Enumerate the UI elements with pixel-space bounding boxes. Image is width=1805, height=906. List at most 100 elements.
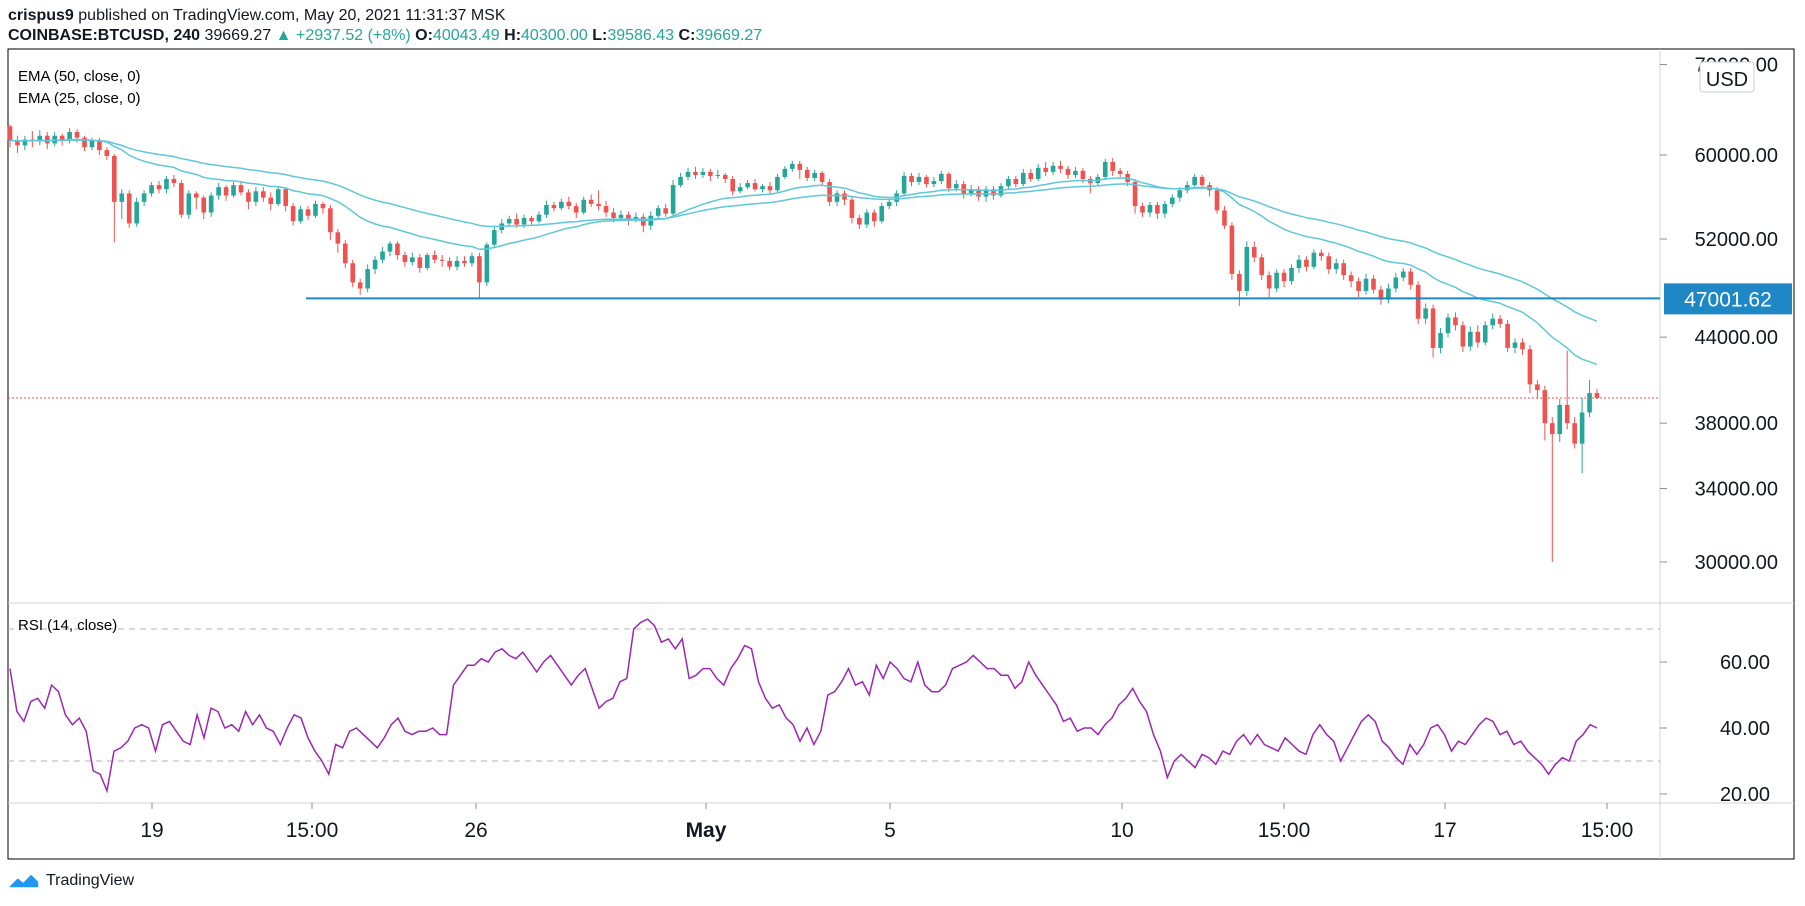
candle-down — [1453, 317, 1458, 326]
candle-up — [1184, 185, 1190, 191]
candle-up — [410, 257, 415, 263]
candle-down — [1080, 170, 1086, 179]
candle-up — [22, 139, 28, 146]
candle-down — [797, 163, 803, 170]
candle-down — [1214, 190, 1220, 211]
candle-down — [350, 263, 356, 283]
candle-down — [328, 208, 333, 233]
candle-down — [201, 197, 207, 213]
symbol-info: COINBASE:BTCUSD, 240 39669.27 ▲ +2937.52… — [8, 26, 762, 46]
candle-down — [1535, 384, 1540, 391]
candle-down — [1199, 176, 1205, 186]
candle-down — [74, 131, 80, 138]
candle-down — [1237, 273, 1242, 291]
candle-down — [693, 171, 698, 175]
candle-down — [1415, 284, 1421, 319]
chart-frame — [7, 48, 1795, 860]
tradingview-logo-icon[interactable] — [8, 872, 40, 890]
candle-up — [983, 189, 989, 197]
candles-group — [7, 124, 1600, 562]
candle-down — [596, 203, 601, 207]
candle-up — [298, 209, 303, 222]
candle-up — [685, 171, 691, 177]
candle-down — [804, 169, 810, 178]
candle-down — [1229, 225, 1235, 274]
candle-up — [313, 203, 318, 216]
candle-down — [44, 135, 50, 144]
chart-header: crispus9 published on TradingView.com, M… — [8, 6, 762, 46]
candle-down — [1527, 349, 1533, 385]
candle-up — [812, 172, 817, 178]
brand-name[interactable]: TradingView — [46, 872, 135, 889]
candle-down — [156, 185, 162, 190]
open-value: 40043.49 — [432, 27, 500, 44]
candle-up — [678, 176, 683, 186]
candle-up — [134, 201, 139, 224]
candle-up — [700, 171, 706, 175]
candle-down — [223, 187, 229, 196]
candle-up — [775, 176, 780, 191]
rsi-axis[interactable]: 60.00 40.00 20.00 — [1660, 652, 1770, 806]
candle-down — [1140, 206, 1145, 213]
candle-up — [387, 243, 393, 252]
candle-up — [141, 193, 147, 202]
candle-up — [618, 214, 624, 218]
time-tick-label: 10 — [1110, 819, 1133, 842]
candle-down — [342, 243, 348, 264]
candle-down — [97, 140, 102, 151]
candle-up — [1274, 272, 1279, 289]
candle-down — [1497, 318, 1503, 324]
close-label: C: — [678, 27, 696, 44]
candle-up — [745, 183, 750, 188]
horizontal-level-tag: 47001.62 — [1664, 283, 1792, 315]
time-tick-label: 15:00 — [1258, 819, 1311, 842]
candle-up — [901, 175, 907, 194]
candle-down — [1155, 205, 1160, 214]
time-tick-label: 15:00 — [286, 819, 339, 842]
candle-up — [89, 140, 95, 148]
candle-down — [1013, 178, 1019, 185]
price-change: +2937.52 (+8%) — [295, 27, 411, 44]
candle-down — [752, 183, 758, 190]
candle-down — [1572, 423, 1577, 444]
candle-down — [1520, 342, 1525, 350]
candle-up — [864, 212, 870, 225]
candle-up — [834, 193, 840, 202]
candle-up — [484, 244, 490, 283]
ema-50-legend[interactable]: EMA (50, close, 0) — [18, 68, 141, 85]
rsi-legend[interactable]: RSI (14, close) — [18, 617, 117, 634]
candle-down — [641, 216, 646, 226]
up-arrow-icon: ▲ — [275, 27, 292, 44]
candle-down — [708, 171, 713, 176]
author-name[interactable]: crispus9 — [8, 7, 74, 24]
candle-up — [454, 260, 460, 267]
candle-up — [968, 189, 974, 194]
candle-down — [179, 183, 184, 215]
candle-down — [1043, 167, 1048, 172]
time-axis[interactable]: 19 15:00 26 May 5 10 15:00 17 15:00 — [140, 803, 1633, 842]
price-tick-label: 38000.00 — [1695, 413, 1778, 435]
candle-down — [603, 206, 609, 213]
candle-up — [231, 185, 236, 196]
candle-down — [1326, 256, 1332, 270]
price-tick-label: 52000.00 — [1695, 229, 1778, 251]
candle-up — [37, 135, 43, 142]
candle-down — [842, 193, 847, 200]
candle-up — [1468, 331, 1473, 347]
candle-down — [1110, 161, 1116, 171]
ema-25-legend[interactable]: EMA (25, close, 0) — [18, 90, 141, 107]
candle-up — [790, 163, 795, 169]
candle-up — [655, 208, 661, 216]
time-tick-label: 5 — [884, 819, 896, 842]
candle-down — [395, 243, 400, 256]
candle-down — [112, 155, 117, 202]
currency-badge[interactable] — [1699, 61, 1755, 93]
candle-down — [1594, 393, 1600, 398]
candle-up — [939, 173, 944, 182]
rsi-tick-label: 20.00 — [1720, 784, 1770, 806]
high-value: 40300.00 — [521, 27, 588, 44]
candle-down — [7, 126, 13, 141]
candle-down — [722, 174, 728, 179]
candle-up — [581, 199, 587, 213]
